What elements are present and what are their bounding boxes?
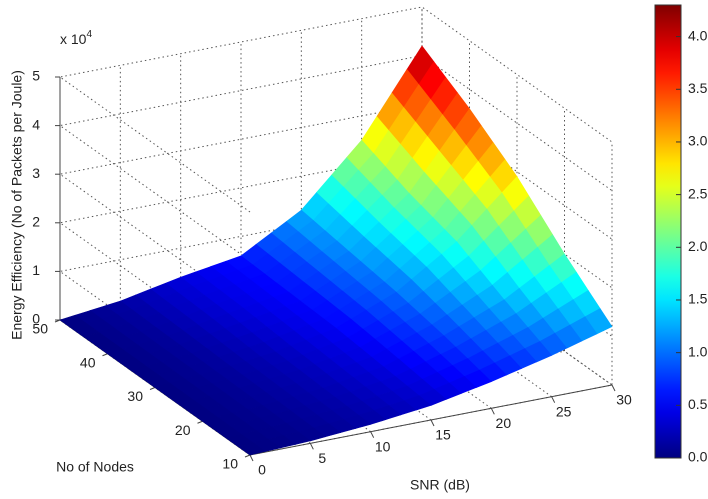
z-scale: x 104 — [60, 29, 92, 47]
surface — [59, 45, 613, 456]
z-tick-label: 0 — [32, 311, 40, 327]
y-tick — [197, 420, 203, 424]
colorbar-tick-label: 0.0 — [688, 449, 708, 465]
colorbar-tick-label: 1.0 — [688, 343, 708, 359]
y-axis-label: No of Nodes — [56, 459, 134, 475]
y-tick-label: 10 — [222, 456, 238, 472]
colorbar — [654, 4, 682, 459]
x-tick-label: 30 — [616, 392, 632, 408]
z-tick-label: 3 — [32, 165, 40, 181]
z-tick-label: 1 — [32, 262, 40, 278]
z-axis-label: Energy Efficiency (No of Packets per Jou… — [9, 70, 25, 340]
x-tick — [430, 419, 435, 427]
y-tick-label: 40 — [80, 354, 96, 370]
x-tick-label: 5 — [318, 450, 326, 466]
x-tick-label: 15 — [435, 427, 451, 443]
z-tick-label: 2 — [32, 214, 40, 230]
x-axis-label: SNR (dB) — [410, 477, 470, 493]
colorbar-tick-label: 2.0 — [688, 238, 708, 254]
x-tick — [249, 454, 254, 462]
x-tick-label: 20 — [496, 415, 512, 431]
x-tick-label: 10 — [375, 438, 391, 454]
z-tick-label: 5 — [32, 68, 40, 84]
x-tick — [309, 443, 314, 450]
y-tick — [102, 353, 108, 357]
colorbar-tick-label: 1.5 — [688, 291, 708, 307]
z-tick-label: 4 — [32, 116, 40, 132]
colorbar-tick-label: 3.5 — [688, 80, 708, 96]
y-tick-label: 30 — [127, 388, 143, 404]
colorbar-tick-label: 3.0 — [688, 133, 708, 149]
colorbar-tick-label: 0.5 — [688, 396, 708, 412]
colorbar-tick-label: 4.0 — [688, 27, 708, 43]
y-tick-label: 20 — [175, 422, 191, 438]
x-tick-label: 0 — [258, 462, 266, 478]
colorbar-tick-label: 2.5 — [688, 185, 708, 201]
surface-patch — [237, 442, 266, 456]
x-tick-label: 25 — [556, 403, 572, 419]
y-tick — [244, 454, 251, 458]
labels: x 104 Energy Efficiency (No of Packets p… — [9, 29, 470, 493]
x-tick — [611, 384, 616, 392]
y-tick — [149, 387, 156, 390]
x-tick — [551, 396, 556, 403]
x-tick — [490, 408, 495, 415]
x-tick — [370, 431, 375, 438]
y-tick-label: 50 — [32, 321, 48, 337]
z-scale-base: x 10 — [60, 31, 87, 47]
colorbar-ticks: 0.0 0.5 1.0 1.5 2.0 2.5 3.0 3.5 4.0 — [676, 27, 708, 465]
z-scale-exponent: 4 — [86, 29, 92, 40]
